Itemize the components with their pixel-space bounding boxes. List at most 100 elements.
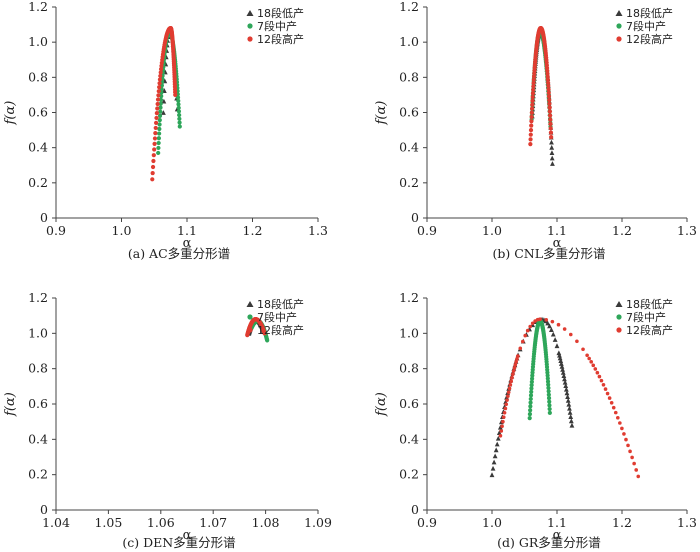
data-point-dot [506,394,510,398]
data-point-dot [632,461,636,466]
data-point-triangle [568,418,574,424]
data-point-dot [568,332,573,337]
data-point-dot [157,77,163,82]
y-tick-label: 0.2 [28,175,48,190]
legend-marker-dot [247,314,253,320]
data-point-dot [585,353,589,358]
data-point-dot [548,126,553,131]
data-point-dot [529,376,535,381]
data-point-dot [500,424,504,429]
legend-label: 7段中产 [626,19,666,33]
data-point-dot [515,357,519,361]
data-point-dot [514,359,518,364]
data-point-dot [528,137,533,142]
data-point-dot [154,111,159,116]
legend-label: 12段高产 [626,32,673,46]
data-point-dot [545,376,550,381]
data-point-dot [528,408,533,413]
data-point-triangle [560,369,566,375]
x-tick-label: 1.1 [177,223,197,238]
x-tick-label: 1.1 [547,223,567,238]
data-point-triangle [567,405,572,411]
data-point-dot [548,130,554,135]
series-2 [498,317,641,479]
data-point-dot [157,131,162,136]
data-point-triangle [549,155,555,161]
data-point-triangle [489,472,495,478]
y-tick-label: 0.4 [28,140,48,155]
data-point-triangle [562,379,568,385]
data-point-triangle [491,459,497,465]
data-point-triangle [549,150,555,155]
data-point-dot [158,105,163,110]
data-point-dot [158,67,164,72]
data-point-dot [175,95,181,100]
x-tick-label: 1.08 [252,515,280,530]
data-point-dot [609,400,614,405]
data-point-dot [154,120,159,125]
data-point-dot [531,77,536,82]
data-point-dot [630,455,634,460]
x-tick-label: 1.2 [612,223,632,238]
data-point-dot [157,126,162,132]
legend-marker-triangle [246,301,254,307]
panel-caption: (c) DEN多重分形谱 [122,535,235,550]
data-point-triangle [554,343,560,349]
data-point-dot [155,97,161,102]
data-point-dot [531,80,536,86]
x-tick-label: 1.2 [243,223,263,238]
data-point-dot [176,102,181,107]
data-point-dot [548,117,553,122]
data-point-dot [622,432,626,436]
data-point-dot [177,124,182,129]
data-point-dot [153,131,158,136]
y-tick-label: 0.4 [28,431,48,446]
data-point-triangle [556,350,562,356]
y-axis-title: f(α) [3,392,18,417]
data-point-triangle [565,394,570,399]
data-point-dot [157,81,162,86]
data-point-dot [547,97,552,103]
data-point-triangle [545,320,551,326]
data-point-dot [620,426,624,431]
data-point-dot [538,317,542,322]
data-point-dot [156,136,161,141]
data-point-dot [511,369,516,373]
data-point-dot [530,94,535,100]
x-tick-label: 1.09 [304,515,332,530]
data-point-dot [158,73,163,79]
y-tick-label: 0 [411,502,419,517]
data-point-triangle [490,465,496,471]
data-point-dot [150,164,156,170]
data-point-dot [502,410,507,415]
data-point-dot [547,113,553,118]
data-point-dot [155,101,160,107]
data-point-dot [603,387,608,391]
legend-marker-triangle [615,301,623,307]
data-point-dot [529,386,534,391]
data-point-dot [528,393,534,398]
data-point-triangle [495,435,501,441]
x-tick-label: 1.0 [482,223,502,238]
data-point-dot [156,140,161,146]
data-point-dot [150,177,155,182]
y-tick-label: 0.4 [399,431,419,446]
data-point-dot [529,114,534,120]
data-point-triangle [558,358,564,364]
data-point-dot [530,102,535,107]
y-tick-label: 1.2 [399,0,419,14]
data-point-dot [547,403,552,408]
data-point-dot [177,116,182,121]
data-point-triangle [557,352,562,358]
data-point-dot [155,106,160,111]
y-tick-label: 0.6 [28,105,48,120]
data-point-dot [177,120,182,125]
x-axis-title: α [183,236,192,251]
data-point-dot [593,367,598,371]
data-point-dot [546,392,551,397]
data-point-triangle [552,337,558,342]
data-point-dot [546,389,551,394]
data-point-dot [544,318,549,322]
data-point-dot [546,83,551,89]
